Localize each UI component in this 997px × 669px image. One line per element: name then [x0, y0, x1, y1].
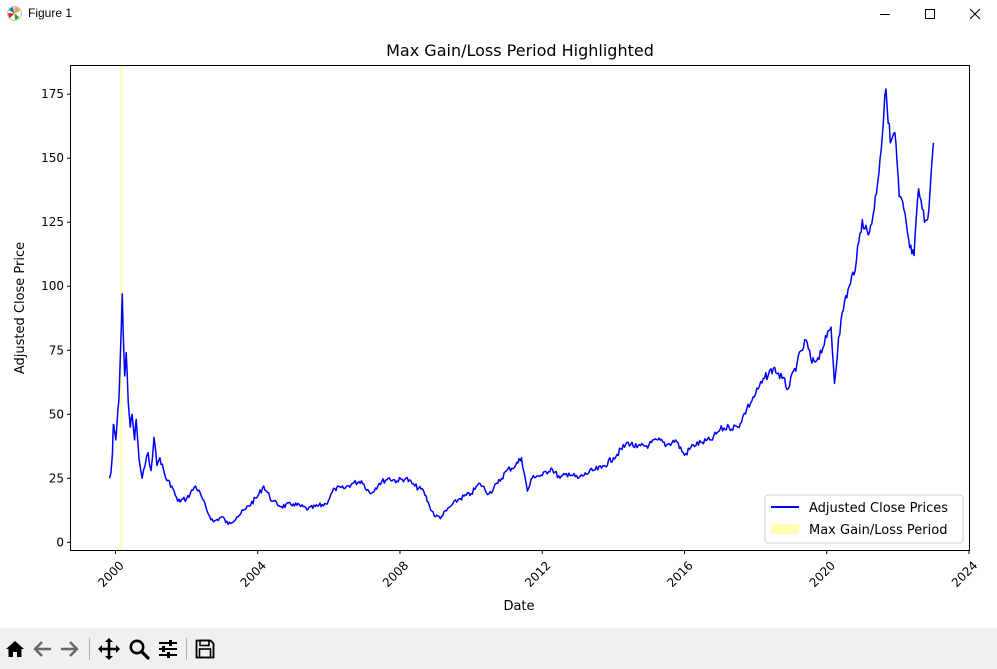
x-axis-label: Date — [503, 599, 534, 614]
y-tick-label: 150 — [41, 151, 64, 165]
toolbar-separator — [186, 638, 187, 660]
back-button[interactable] — [30, 636, 56, 662]
maximize-icon — [925, 8, 935, 19]
legend-entry-1: Max Gain/Loss Period — [809, 523, 947, 538]
close-icon — [969, 8, 981, 19]
figure-canvas[interactable]: 0 25 50 75 100 125 150 175 2000 2004 2008 2012 2016… — [0, 27, 997, 628]
y-axis-label: Adjusted Close Price — [13, 242, 28, 374]
forward-icon — [61, 641, 79, 657]
window-title: Figure 1 — [28, 6, 73, 20]
y-tick-label: 175 — [41, 87, 64, 101]
back-icon — [33, 641, 51, 657]
close-button[interactable] — [952, 0, 997, 27]
configure-subplots-icon — [159, 640, 177, 658]
pan-icon — [98, 638, 120, 660]
legend: Adjusted Close Prices Max Gain/Loss Peri… — [764, 494, 964, 544]
pan-button[interactable] — [96, 636, 122, 662]
home-icon — [6, 641, 24, 657]
y-tick-label: 100 — [41, 279, 64, 293]
save-icon — [195, 639, 215, 659]
navigation-toolbar — [0, 628, 997, 669]
y-tick-label: 75 — [49, 343, 64, 357]
save-button[interactable] — [192, 636, 218, 662]
y-tick-label: 50 — [49, 407, 64, 421]
legend-entry-0: Adjusted Close Prices — [809, 501, 948, 516]
configure-subplots-button[interactable] — [155, 636, 181, 662]
maximize-button[interactable] — [907, 0, 953, 27]
minimize-icon — [880, 13, 890, 15]
window-titlebar: Figure 1 — [0, 0, 997, 27]
legend-box — [764, 494, 964, 544]
toolbar-separator — [89, 638, 90, 660]
y-tick-label: 25 — [49, 471, 64, 485]
y-tick-label: 125 — [41, 215, 64, 229]
chart-title: Max Gain/Loss Period Highlighted — [386, 41, 654, 60]
legend-swatch-highlight — [771, 524, 799, 534]
forward-button[interactable] — [56, 636, 82, 662]
plot-frame — [70, 65, 970, 551]
matplotlib-icon — [6, 5, 23, 22]
zoom-icon — [129, 639, 150, 660]
series-line — [108, 88, 935, 526]
y-tick-label: 0 — [56, 535, 64, 549]
minimize-button[interactable] — [862, 0, 908, 27]
zoom-button[interactable] — [126, 636, 152, 662]
home-button[interactable] — [2, 636, 28, 662]
